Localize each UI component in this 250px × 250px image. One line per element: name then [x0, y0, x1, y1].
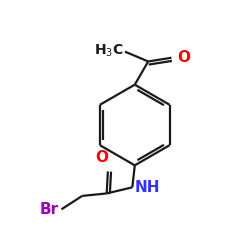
Text: O: O	[95, 150, 108, 165]
Text: H$_3$C: H$_3$C	[94, 43, 124, 59]
Text: Br: Br	[40, 202, 59, 217]
Text: NH: NH	[135, 180, 160, 195]
Text: O: O	[177, 50, 190, 65]
